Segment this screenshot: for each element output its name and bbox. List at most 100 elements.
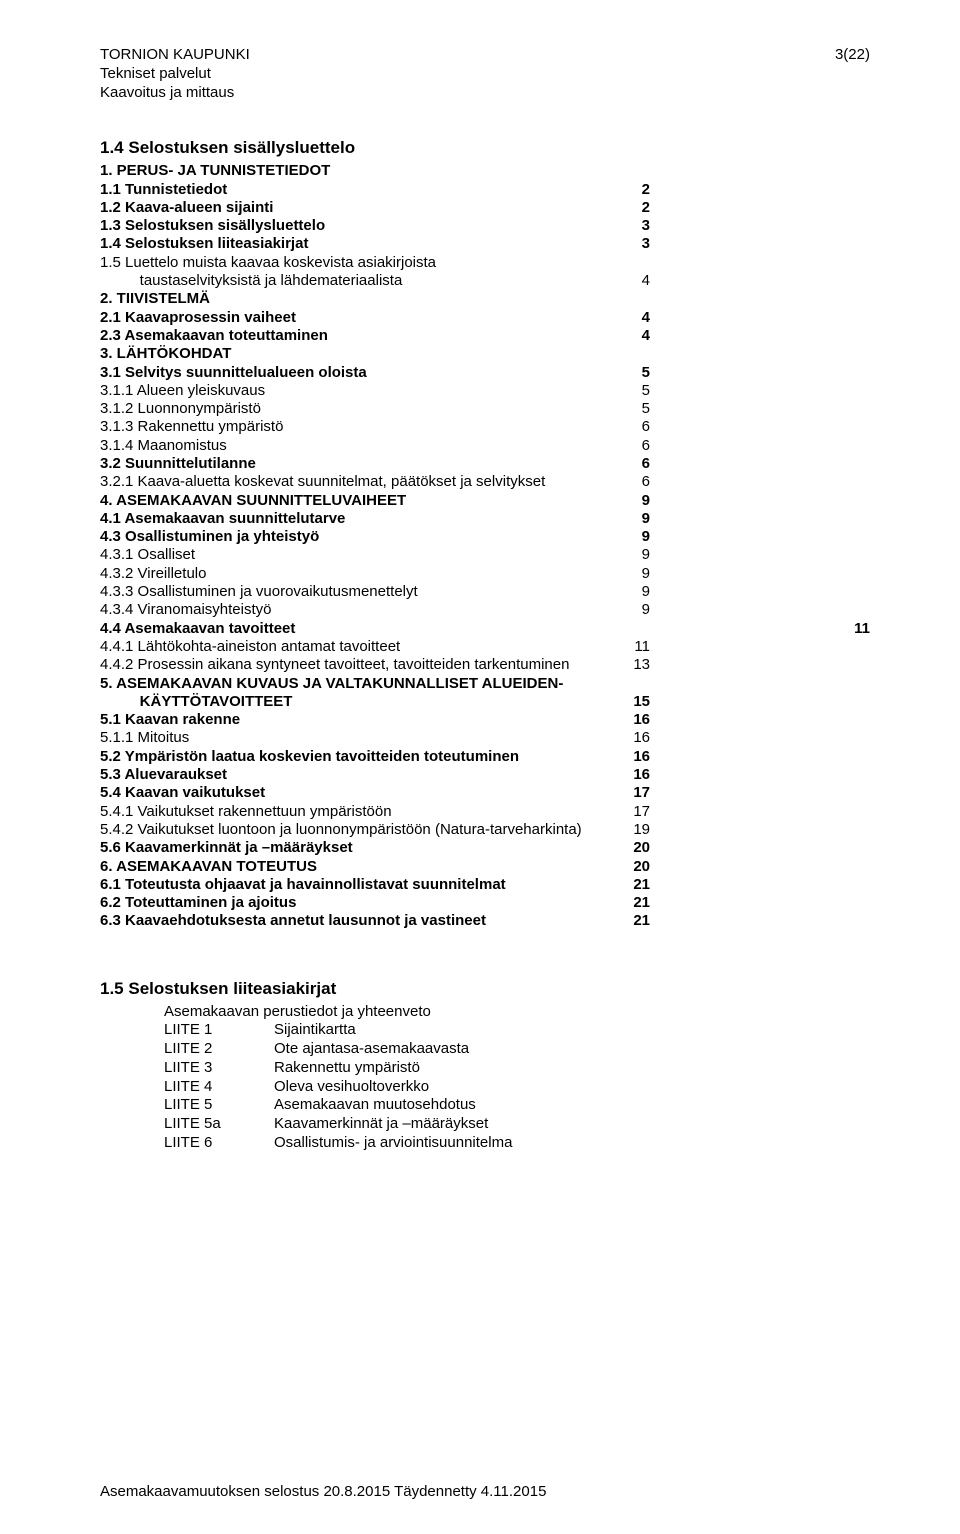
toc-page: 21 (627, 894, 650, 912)
toc-label: 4. ASEMAKAAVAN SUUNNITTELUVAIHEET (100, 492, 406, 510)
attachment-row: LIITE 6Osallistumis- ja arviointisuunnit… (164, 1134, 870, 1153)
toc-row: KÄYTTÖTAVOITTEET 15 (100, 693, 650, 711)
toc-label: 4.4 Asemakaavan tavoitteet (100, 620, 295, 638)
toc-page: 6 (636, 418, 650, 436)
toc-label: 5.2 Ympäristön laatua koskevien tavoitte… (100, 748, 519, 766)
attachment-value: Sijaintikartta (274, 1021, 356, 1040)
attachment-value: Asemakaavan muutosehdotus (274, 1096, 476, 1115)
toc-page: 17 (627, 784, 650, 802)
toc-row: 3.1.1 Alueen yleiskuvaus5 (100, 382, 650, 400)
toc-label: 5. ASEMAKAAVAN KUVAUS JA VALTAKUNNALLISE… (100, 675, 563, 693)
toc-page: 2 (636, 199, 650, 217)
toc-row: 2. TIIVISTELMÄ (100, 290, 870, 308)
toc-row: 5.6 Kaavamerkinnät ja –määräykset20 (100, 839, 650, 857)
attachment-value: Oleva vesihuoltoverkko (274, 1078, 429, 1097)
attachment-value: Ote ajantasa-asemakaavasta (274, 1040, 469, 1059)
toc-row: 5.3 Aluevaraukset 16 (100, 766, 650, 784)
toc-page: 9 (636, 565, 650, 583)
toc-page: 9 (636, 510, 650, 528)
toc-label: taustaselvityksistä ja lähdemateriaalist… (100, 272, 402, 290)
toc-label: 6.1 Toteutusta ohjaavat ja havainnollist… (100, 876, 506, 894)
toc-page: 19 (627, 821, 650, 839)
toc-label: 4.3 Osallistuminen ja yhteistyö (100, 528, 319, 546)
toc-row: 2.3 Asemakaavan toteuttaminen 4 (100, 327, 650, 345)
toc-page: 21 (627, 876, 650, 894)
toc-page: 4 (636, 309, 650, 327)
attachments-intro: Asemakaavan perustiedot ja yhteenveto (164, 1003, 870, 1022)
attachment-key: LIITE 6 (164, 1134, 274, 1153)
toc-row: 4. ASEMAKAAVAN SUUNNITTELUVAIHEET 9 (100, 492, 650, 510)
toc-label: 1.4 Selostuksen liiteasiakirjat (100, 235, 308, 253)
table-of-contents: 1. PERUS- JA TUNNISTETIEDOT1.1 Tunnistet… (100, 162, 870, 930)
header-dept1: Tekniset palvelut (100, 65, 250, 84)
attachment-row: LIITE 4Oleva vesihuoltoverkko (164, 1078, 870, 1097)
toc-row: 4.4.1 Lähtökohta-aineiston antamat tavoi… (100, 638, 650, 656)
toc-page: 9 (636, 528, 650, 546)
toc-row: 1. PERUS- JA TUNNISTETIEDOT (100, 162, 870, 180)
toc-page: 15 (627, 693, 650, 711)
toc-label: 5.4.2 Vaikutukset luontoon ja luonnonymp… (100, 821, 582, 839)
toc-row: 4.3.2 Vireilletulo 9 (100, 565, 650, 583)
toc-label: 5.1 Kaavan rakenne (100, 711, 240, 729)
toc-label: 4.4.1 Lähtökohta-aineiston antamat tavoi… (100, 638, 400, 656)
toc-row: 5.4 Kaavan vaikutukset17 (100, 784, 650, 802)
toc-row: 5.4.2 Vaikutukset luontoon ja luonnonymp… (100, 821, 650, 839)
toc-row: 4.3.3 Osallistuminen ja vuorovaikutusmen… (100, 583, 650, 601)
toc-page: 6 (636, 437, 650, 455)
toc-row: 1.1 Tunnistetiedot2 (100, 181, 650, 199)
toc-row: 1.5 Luettelo muista kaavaa koskevista as… (100, 254, 870, 272)
attachment-row: LIITE 2Ote ajantasa-asemakaavasta (164, 1040, 870, 1059)
header-org: TORNION KAUPUNKI (100, 46, 250, 65)
toc-label: 1.5 Luettelo muista kaavaa koskevista as… (100, 254, 436, 272)
toc-row: 6.3 Kaavaehdotuksesta annetut lausunnot … (100, 912, 650, 930)
toc-row: 6.1 Toteutusta ohjaavat ja havainnollist… (100, 876, 650, 894)
toc-label: 3.1.4 Maanomistus (100, 437, 227, 455)
toc-page: 20 (627, 839, 650, 857)
toc-row: 1.3 Selostuksen sisällysluettelo3 (100, 217, 650, 235)
toc-page: 4 (636, 272, 650, 290)
toc-title: 1.4 Selostuksen sisällysluettelo (100, 138, 870, 158)
toc-page: 9 (636, 583, 650, 601)
toc-label: 5.1.1 Mitoitus (100, 729, 189, 747)
toc-row: 3.1.2 Luonnonympäristö5 (100, 400, 650, 418)
header-pagenum: 3(22) (835, 46, 870, 102)
toc-row: 3.1.4 Maanomistus 6 (100, 437, 650, 455)
header-left: TORNION KAUPUNKI Tekniset palvelut Kaavo… (100, 46, 250, 102)
toc-page: 3 (636, 235, 650, 253)
toc-page: 3 (636, 217, 650, 235)
toc-page: 16 (627, 748, 650, 766)
toc-label: 5.4.1 Vaikutukset rakennettuun ympäristö… (100, 803, 392, 821)
toc-row: 4.4 Asemakaavan tavoitteet 11 (100, 620, 870, 638)
attachment-row: LIITE 3Rakennettu ympäristö (164, 1059, 870, 1078)
toc-label: 6. ASEMAKAAVAN TOTEUTUS (100, 858, 317, 876)
toc-page: 16 (627, 766, 650, 784)
toc-label: 4.3.4 Viranomaisyhteistyö (100, 601, 271, 619)
attachment-key: LIITE 3 (164, 1059, 274, 1078)
attachment-key: LIITE 5a (164, 1115, 274, 1134)
toc-label: 3.2.1 Kaava-aluetta koskevat suunnitelma… (100, 473, 545, 491)
toc-page: 16 (627, 711, 650, 729)
attachment-value: Kaavamerkinnät ja –määräykset (274, 1115, 488, 1134)
toc-page: 17 (627, 803, 650, 821)
attachment-row: LIITE 1Sijaintikartta (164, 1021, 870, 1040)
toc-label: 3.1 Selvitys suunnittelualueen oloista (100, 364, 367, 382)
toc-label: KÄYTTÖTAVOITTEET (100, 693, 292, 711)
attachment-key: LIITE 4 (164, 1078, 274, 1097)
toc-page: 11 (628, 638, 650, 656)
toc-label: 5.3 Aluevaraukset (100, 766, 227, 784)
toc-page: 9 (636, 492, 650, 510)
attachments-list: LIITE 1SijaintikarttaLIITE 2Ote ajantasa… (164, 1021, 870, 1152)
toc-row: 4.1 Asemakaavan suunnittelutarve9 (100, 510, 650, 528)
toc-page: 2 (636, 181, 650, 199)
toc-label: 4.3.2 Vireilletulo (100, 565, 206, 583)
toc-page: 6 (636, 455, 650, 473)
toc-page: 11 (848, 620, 870, 638)
toc-row: 4.3.1 Osalliset9 (100, 546, 650, 564)
toc-label: 2.3 Asemakaavan toteuttaminen (100, 327, 328, 345)
toc-row: 3.2.1 Kaava-aluetta koskevat suunnitelma… (100, 473, 650, 491)
toc-label: 4.3.1 Osalliset (100, 546, 195, 564)
toc-page: 4 (636, 327, 650, 345)
toc-row: 4.3 Osallistuminen ja yhteistyö 9 (100, 528, 650, 546)
toc-page: 5 (636, 364, 650, 382)
toc-label: 6.2 Toteuttaminen ja ajoitus (100, 894, 296, 912)
